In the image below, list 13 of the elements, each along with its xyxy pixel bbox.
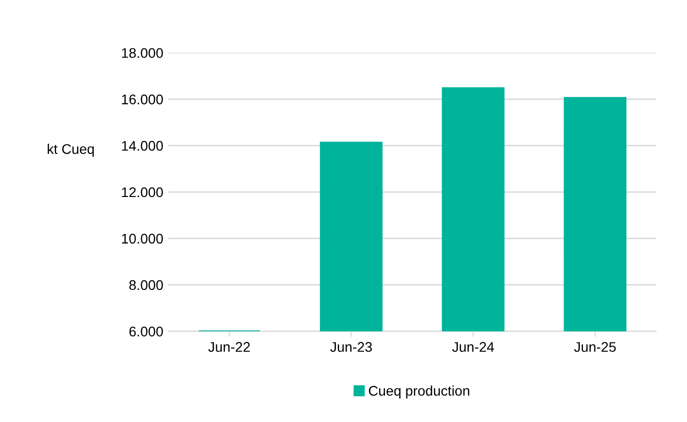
y-tick-label: 10.000 [122, 234, 163, 244]
y-tick-label: 18.000 [122, 48, 163, 58]
x-tick-label: Jun-25 [574, 342, 616, 352]
x-tick-label: Jun-23 [330, 342, 372, 352]
y-tick-label: 16.000 [122, 94, 163, 104]
y-tick-label: 6.000 [129, 326, 163, 336]
x-tick-label: Jun-24 [452, 342, 494, 352]
y-tick-label: 14.000 [122, 140, 163, 151]
y-tick-label: 8.000 [129, 280, 163, 290]
y-tick-label: 12.000 [122, 187, 163, 198]
y-axis-title: kt Cueq [48, 144, 94, 157]
legend-label: Cueq production [368, 386, 470, 398]
x-tick-label: Jun-22 [208, 342, 250, 352]
